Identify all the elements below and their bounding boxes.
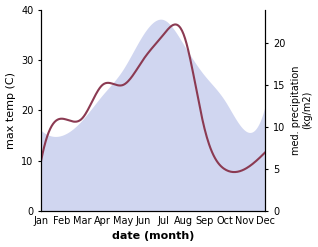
Y-axis label: max temp (C): max temp (C): [5, 72, 16, 149]
X-axis label: date (month): date (month): [112, 231, 194, 242]
Y-axis label: med. precipitation
(kg/m2): med. precipitation (kg/m2): [291, 65, 313, 155]
